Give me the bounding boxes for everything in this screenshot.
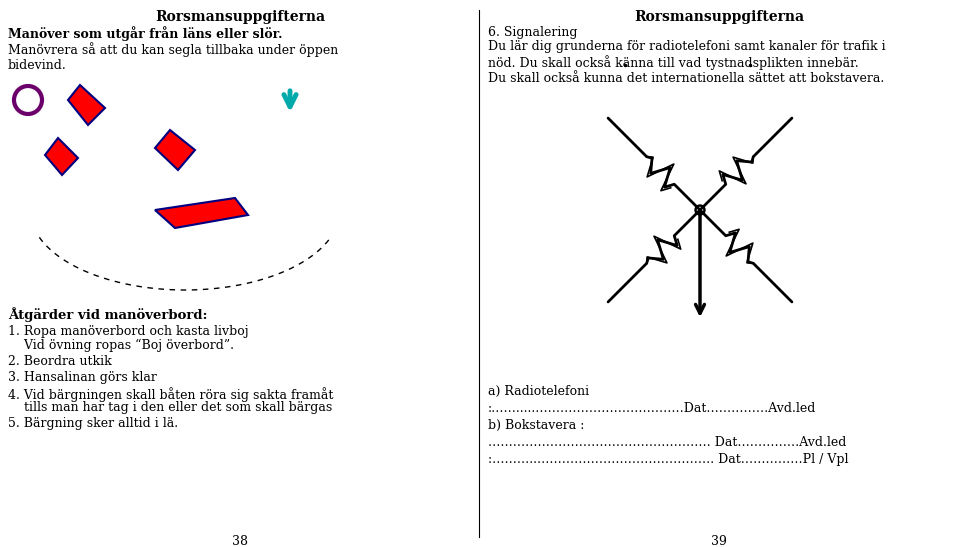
Text: Rorsmansuppgifterna: Rorsmansuppgifterna: [634, 10, 804, 24]
Text: 5. Bärgning sker alltid i lä.: 5. Bärgning sker alltid i lä.: [8, 417, 178, 430]
Text: :………..……………………………………. Dat……………Pl / Vpl: :………..……………………………………. Dat……………Pl / Vpl: [488, 453, 849, 466]
Polygon shape: [68, 85, 105, 125]
Circle shape: [20, 92, 36, 108]
Text: 4. Vid bärgningen skall båten röra sig sakta framåt: 4. Vid bärgningen skall båten röra sig s…: [8, 387, 334, 402]
Text: 39: 39: [711, 535, 727, 547]
Polygon shape: [45, 138, 78, 175]
Text: Åtgärder vid manöverbord:: Åtgärder vid manöverbord:: [8, 307, 207, 322]
Text: 2. Beordra utkik: 2. Beordra utkik: [8, 355, 112, 368]
Text: ……………………………………………… Dat……………Avd.led: ……………………………………………… Dat……………Avd.led: [488, 436, 847, 449]
Polygon shape: [155, 198, 248, 228]
Text: tills man har tag i den eller det som skall bärgas: tills man har tag i den eller det som sk…: [8, 401, 332, 414]
Text: Manöver som utgår från läns eller slör.: Manöver som utgår från läns eller slör.: [8, 26, 283, 41]
Circle shape: [697, 207, 703, 212]
Text: b) Bokstavera :: b) Bokstavera :: [488, 419, 584, 432]
Polygon shape: [155, 130, 195, 170]
Text: a) Radiotelefoni: a) Radiotelefoni: [488, 385, 589, 398]
Text: Du lär dig grunderna för radiotelefoni samt kanaler för trafik i
nöd. Du skall o: Du lär dig grunderna för radiotelefoni s…: [488, 40, 885, 85]
Text: Vid övning ropas “Boj överbord”.: Vid övning ropas “Boj överbord”.: [8, 339, 234, 352]
Circle shape: [695, 205, 705, 215]
Text: 6. Signalering: 6. Signalering: [488, 26, 577, 39]
Text: :…….....………………………………Dat……………Avd.led: :…….....………………………………Dat……………Avd.led: [488, 402, 816, 415]
Text: 1. Ropa manöverbord och kasta livboj: 1. Ropa manöverbord och kasta livboj: [8, 325, 248, 338]
Text: 3. Hansalinan görs klar: 3. Hansalinan görs klar: [8, 371, 157, 384]
Text: Manövrera så att du kan segla tillbaka under öppen
bidevind.: Manövrera så att du kan segla tillbaka u…: [8, 42, 339, 72]
Text: Rorsmansuppgifterna: Rorsmansuppgifterna: [155, 10, 325, 24]
Text: 38: 38: [232, 535, 248, 547]
